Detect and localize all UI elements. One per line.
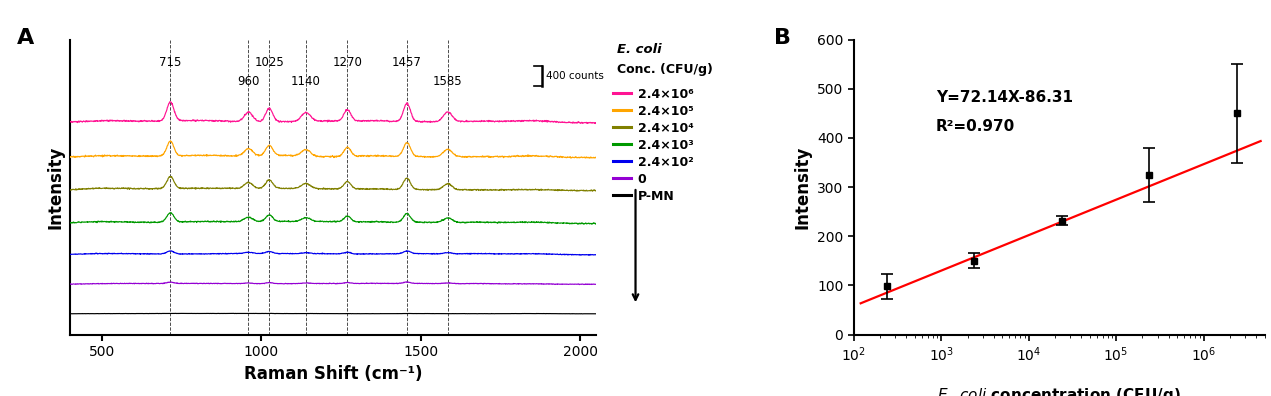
Text: B: B — [774, 28, 791, 48]
Text: 1140: 1140 — [291, 75, 320, 88]
Text: R²=0.970: R²=0.970 — [935, 119, 1016, 134]
Text: Conc. (CFU/g): Conc. (CFU/g) — [618, 63, 713, 76]
Text: Y=72.14X-86.31: Y=72.14X-86.31 — [935, 90, 1073, 105]
Text: $\mathit{E.\ coli}$ concentration (CFU/g): $\mathit{E.\ coli}$ concentration (CFU/g… — [937, 386, 1181, 396]
Text: 715: 715 — [159, 56, 182, 69]
Text: A: A — [18, 28, 34, 48]
Y-axis label: Intensity: Intensity — [793, 145, 811, 229]
Text: 1025: 1025 — [254, 56, 285, 69]
Text: E. coli: E. coli — [618, 42, 662, 55]
Text: 400 counts: 400 counts — [545, 71, 604, 81]
Legend: 2.4×10⁶, 2.4×10⁵, 2.4×10⁴, 2.4×10³, 2.4×10², 0, P-MN: 2.4×10⁶, 2.4×10⁵, 2.4×10⁴, 2.4×10³, 2.4×… — [608, 83, 698, 208]
Text: 1457: 1457 — [391, 56, 422, 69]
Text: 1585: 1585 — [433, 75, 463, 88]
X-axis label: Raman Shift (cm⁻¹): Raman Shift (cm⁻¹) — [244, 365, 422, 383]
Y-axis label: Intensity: Intensity — [46, 145, 65, 229]
Text: 1270: 1270 — [333, 56, 362, 69]
Text: 960: 960 — [238, 75, 259, 88]
